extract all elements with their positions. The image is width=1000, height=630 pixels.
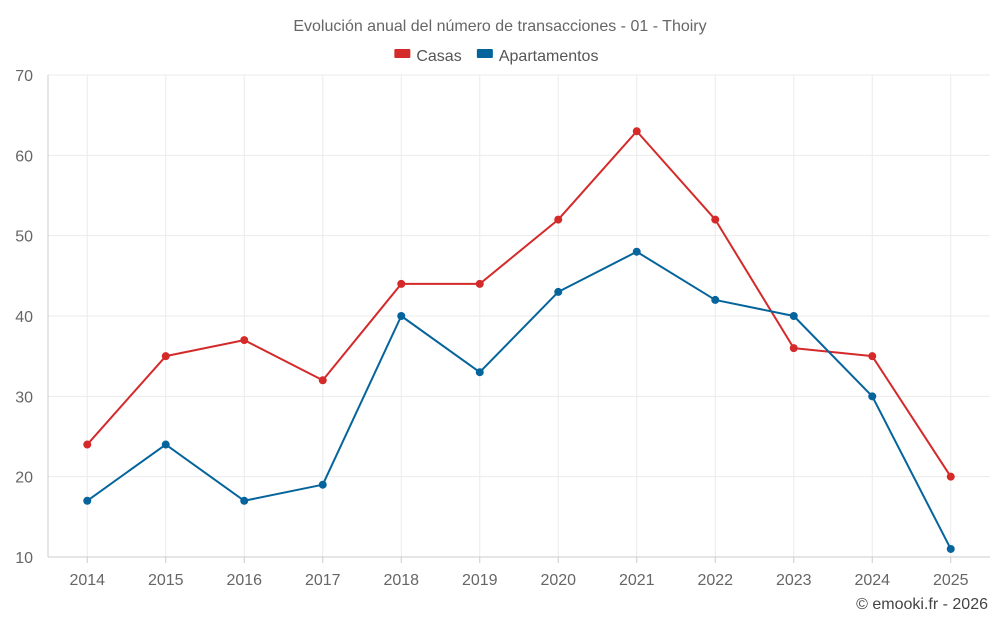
legend-swatch [394, 49, 411, 58]
data-point-apartamentos[interactable] [946, 544, 955, 553]
x-tick-label: 2023 [776, 572, 812, 589]
legend-swatch [476, 49, 493, 58]
data-point-casas[interactable] [868, 352, 877, 361]
series-apartamentos [83, 247, 955, 553]
x-tick-label: 2019 [462, 572, 498, 589]
y-tick-label: 60 [15, 148, 33, 165]
y-tick-label: 20 [15, 470, 33, 487]
data-point-casas[interactable] [475, 279, 484, 288]
data-point-apartamentos[interactable] [789, 312, 798, 320]
legend-label: Apartamentos [499, 48, 599, 65]
data-point-apartamentos[interactable] [711, 295, 720, 304]
legend-item-apartamentos[interactable]: Apartamentos [476, 48, 599, 65]
series-layer [83, 127, 955, 553]
x-tick-label: 2015 [148, 572, 184, 589]
x-tick-label: 2022 [697, 572, 733, 589]
chart-title: Evolución anual del número de transaccio… [293, 18, 706, 35]
x-tick-label: 2025 [933, 572, 969, 589]
legend: Casas Apartamentos [394, 48, 598, 65]
axes: 10 20 30 40 50 60 70 2014 2015 2016 2017 2018 2019 20… [15, 68, 990, 589]
data-point-apartamentos[interactable] [83, 496, 92, 505]
data-point-casas[interactable] [318, 376, 327, 385]
data-point-casas[interactable] [83, 440, 92, 449]
data-point-apartamentos[interactable] [632, 247, 641, 256]
x-tick-label: 2016 [226, 572, 262, 589]
series-line-casas [86, 130, 952, 478]
y-tick-label: 10 [15, 550, 33, 567]
data-point-apartamentos[interactable] [475, 368, 484, 377]
data-point-apartamentos[interactable] [868, 392, 877, 401]
data-point-casas[interactable] [711, 215, 720, 224]
data-point-apartamentos[interactable] [397, 312, 406, 320]
data-point-casas[interactable] [946, 472, 955, 481]
data-point-casas[interactable] [161, 352, 170, 361]
y-tick-label: 50 [15, 229, 33, 246]
credit-text: © emooki.fr - 2026 [856, 596, 988, 613]
x-tick-label: 2024 [854, 572, 890, 589]
x-tick-label: 2018 [383, 572, 419, 589]
legend-label: Casas [416, 48, 461, 65]
grid [48, 74, 990, 557]
x-tick-label: 2014 [69, 572, 105, 589]
data-point-apartamentos[interactable] [161, 440, 170, 449]
series-casas [83, 127, 955, 481]
y-tick-label: 40 [15, 309, 33, 326]
data-point-casas[interactable] [554, 215, 563, 224]
series-line-apartamentos [86, 250, 952, 550]
data-point-casas[interactable] [632, 127, 641, 136]
data-point-casas[interactable] [397, 279, 406, 288]
x-tick-label: 2017 [305, 572, 341, 589]
data-point-casas[interactable] [789, 344, 798, 353]
y-tick-label: 70 [15, 68, 33, 85]
x-tick-label: 2021 [619, 572, 655, 589]
data-point-casas[interactable] [240, 336, 249, 345]
data-point-apartamentos[interactable] [554, 287, 563, 296]
x-tick-label: 2020 [540, 572, 576, 589]
data-point-apartamentos[interactable] [318, 480, 327, 489]
legend-item-casas[interactable]: Casas [394, 48, 462, 65]
y-tick-label: 30 [15, 389, 33, 406]
data-point-apartamentos[interactable] [240, 496, 249, 505]
